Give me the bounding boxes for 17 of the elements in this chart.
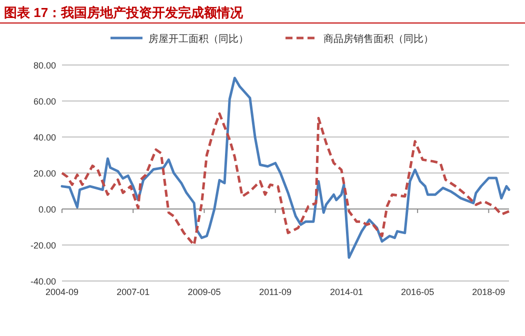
x-tick-label: 2007-01 [116,287,150,297]
y-tick-label: 20.00 [33,168,56,178]
y-tick-label: 0.00 [38,204,56,214]
title: 图表 17：我国房地产投资开发完成额情况 [4,5,244,20]
x-tick-label: 2018-09 [472,287,506,297]
legend-label: 商品房销售面积（同比） [324,33,434,45]
x-tick-label: 2004-09 [45,287,79,297]
y-tick-label: -20.00 [30,240,56,250]
y-tick-label: -40.00 [30,276,56,286]
x-tick-label: 2009-05 [188,287,221,297]
y-tick-label: 40.00 [33,132,56,142]
x-tick-label: 2016-05 [401,287,434,297]
y-tick-label: 60.00 [33,96,56,106]
x-tick-label: 2014-01 [330,287,363,297]
y-tick-label: 80.00 [33,60,56,70]
x-tick-label: 2011-09 [259,287,292,297]
legend-label: 房屋开工面积（同比） [148,33,248,45]
